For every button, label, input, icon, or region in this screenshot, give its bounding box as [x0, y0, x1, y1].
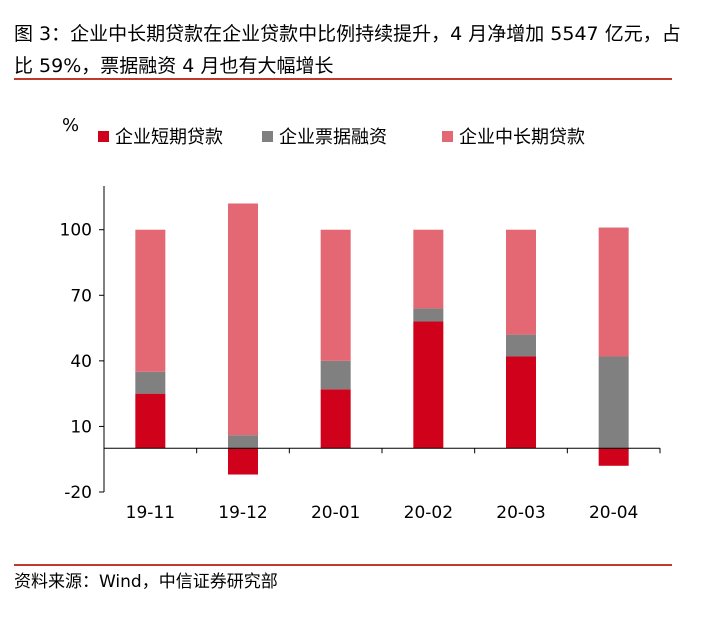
legend-label-1: 企业短期贷款 — [115, 127, 223, 148]
x-tick-label-2: 19-12 — [218, 503, 267, 523]
legend: 企业短期贷款 企业票据融资 企业中长期贷款 — [98, 127, 585, 148]
bar-segment-20-02-series-2 — [413, 308, 444, 322]
bar-segment-19-12-series-3 — [228, 203, 258, 436]
y-tick-label-3: 40 — [70, 352, 92, 372]
x-tick-label-6: 20-04 — [589, 503, 638, 523]
chart-title: 图 3：企业中长期贷款在企业贷款中比例持续提升，4 月净增加 5547 亿元，占… — [14, 23, 681, 77]
plot-area: -20 10 40 70 100 19-11 19-12 20-01 20-02 20-03 20-… — [60, 186, 661, 523]
legend-label-3: 企业中长期贷款 — [459, 127, 585, 148]
bar-segment-20-04-series-1 — [598, 448, 629, 466]
bar-segment-20-04-series-2 — [598, 356, 629, 449]
y-tick-label-1: -20 — [64, 483, 92, 503]
bar-segment-20-03-series-1 — [506, 356, 536, 449]
bar-segment-20-04-series-3 — [598, 227, 629, 357]
source-divider — [14, 564, 672, 566]
legend-swatch-1 — [98, 131, 109, 142]
x-tick-label-3: 20-01 — [311, 503, 360, 523]
y-tick-label-5: 100 — [60, 221, 92, 241]
bar-segment-20-02-series-3 — [413, 229, 444, 309]
x-tick-label-1: 19-11 — [126, 503, 175, 523]
bar-segment-19-12-series-2 — [228, 435, 258, 449]
bar-segment-19-11-series-3 — [135, 229, 166, 372]
title-divider — [14, 78, 672, 80]
legend-swatch-3 — [442, 131, 453, 142]
stacked-bar-chart: % 企业短期贷款 企业票据融资 企业中长期贷款 -20 10 40 70 100 19-11 1… — [60, 115, 661, 523]
bar-segment-19-11-series-2 — [135, 371, 166, 394]
x-tick-label-5: 20-03 — [496, 503, 545, 523]
source-note: 资料来源：Wind，中信证券研究部 — [14, 572, 278, 592]
y-axis-unit-label: % — [62, 115, 79, 136]
bar-segment-19-12-series-1 — [228, 448, 258, 475]
bar-segment-19-11-series-1 — [135, 393, 166, 449]
bar-segment-20-03-series-3 — [506, 229, 536, 335]
bar-segment-20-01-series-2 — [320, 360, 351, 390]
bar-segment-20-01-series-1 — [320, 389, 351, 449]
y-tick-label-4: 70 — [70, 286, 92, 306]
x-tick-label-4: 20-02 — [404, 503, 453, 523]
bar-segment-20-02-series-1 — [413, 321, 444, 449]
legend-label-2: 企业票据融资 — [279, 127, 387, 148]
legend-swatch-2 — [262, 131, 273, 142]
bar-segment-20-03-series-2 — [506, 334, 536, 357]
y-tick-label-2: 10 — [70, 417, 92, 437]
bar-segment-20-01-series-3 — [320, 229, 351, 361]
